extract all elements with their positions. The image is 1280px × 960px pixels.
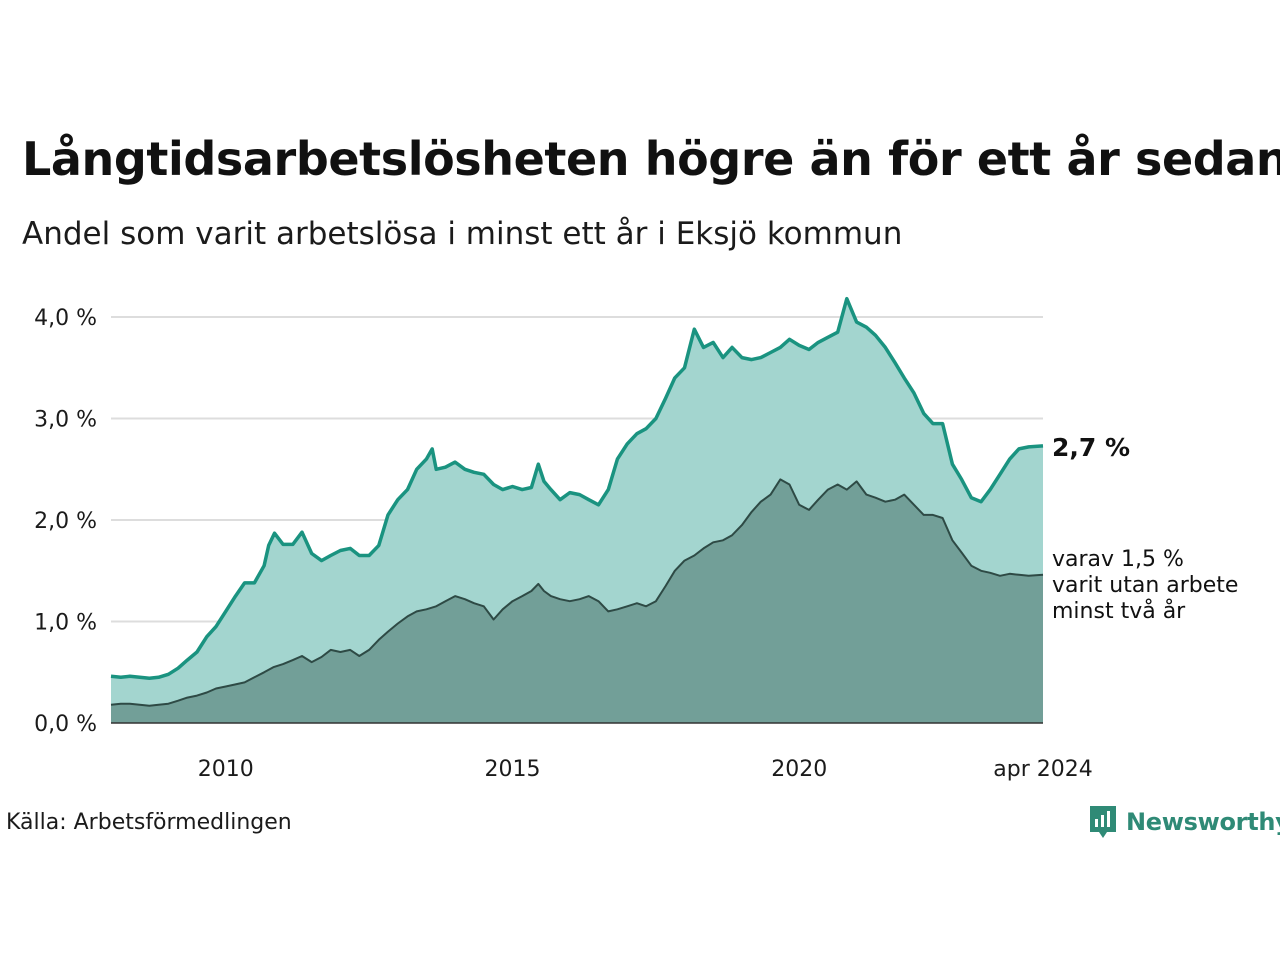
brand-name: Newsworthy [1126,808,1280,836]
chart-title: Långtidsarbetslösheten högre än för ett … [22,132,1280,186]
x-tick-label: 2020 [771,757,827,782]
y-tick-label: 4,0 % [34,306,97,331]
end-label-two-years-line: varit utan arbete [1052,573,1238,598]
chart-subtitle: Andel som varit arbetslösa i minst ett å… [22,216,903,252]
y-tick-label: 1,0 % [34,611,97,636]
x-tick-label: 2015 [484,757,540,782]
series-two-years-line [110,478,1044,707]
y-tick-label: 2,0 % [34,509,97,534]
brand-logo[interactable]: Newsworthy [1088,802,1280,842]
source-note: Källa: Arbetsförmedlingen [6,810,292,835]
end-label-two-years-line: minst två år [1052,598,1186,624]
y-tick-label: 0,0 % [34,712,97,737]
newsworthy-icon [1090,806,1116,838]
x-tick-label: apr 2024 [993,757,1092,782]
axis-layer: 0,0 % 1,0 % 2,0 % 3,0 % 4,0 % 2010 2015 2020 apr… [34,306,1093,782]
area-layer [110,296,1044,723]
end-label-two-years-line: varav 1,5 % [1052,547,1184,572]
series-two-years-area [111,479,1043,723]
series-long-term-line [110,296,1044,681]
y-tick-label: 3,0 % [34,408,97,433]
end-label-long-term: 2,7 % [1052,433,1130,462]
x-tick-label: 2010 [198,757,254,782]
